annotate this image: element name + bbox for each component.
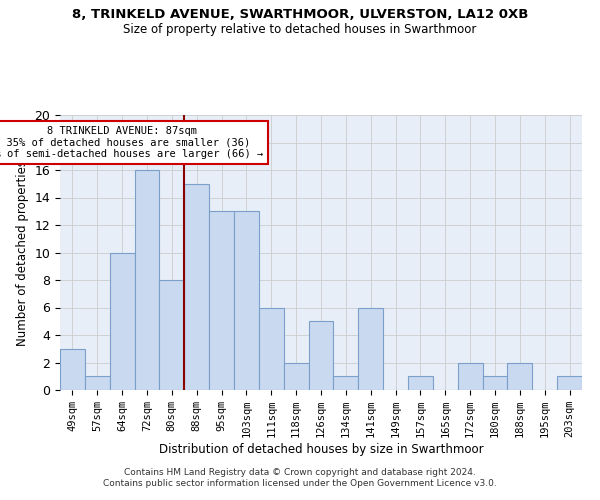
Text: Distribution of detached houses by size in Swarthmoor: Distribution of detached houses by size … bbox=[158, 442, 484, 456]
Bar bbox=[85, 376, 110, 390]
Text: Size of property relative to detached houses in Swarthmoor: Size of property relative to detached ho… bbox=[124, 22, 476, 36]
Y-axis label: Number of detached properties: Number of detached properties bbox=[16, 160, 29, 346]
Bar bbox=[308, 322, 334, 390]
Bar bbox=[358, 308, 383, 390]
Bar bbox=[334, 376, 358, 390]
Bar bbox=[234, 211, 259, 390]
Bar bbox=[482, 376, 508, 390]
Bar bbox=[134, 170, 160, 390]
Bar bbox=[184, 184, 209, 390]
Bar bbox=[408, 376, 433, 390]
Bar bbox=[557, 376, 582, 390]
Bar bbox=[458, 362, 482, 390]
Bar bbox=[110, 252, 134, 390]
Text: 8, TRINKELD AVENUE, SWARTHMOOR, ULVERSTON, LA12 0XB: 8, TRINKELD AVENUE, SWARTHMOOR, ULVERSTO… bbox=[72, 8, 528, 20]
Bar bbox=[284, 362, 308, 390]
Text: 8 TRINKELD AVENUE: 87sqm
← 35% of detached houses are smaller (36)
65% of semi-d: 8 TRINKELD AVENUE: 87sqm ← 35% of detach… bbox=[0, 126, 263, 159]
Bar bbox=[160, 280, 184, 390]
Text: Contains HM Land Registry data © Crown copyright and database right 2024.
Contai: Contains HM Land Registry data © Crown c… bbox=[103, 468, 497, 487]
Bar bbox=[259, 308, 284, 390]
Bar bbox=[508, 362, 532, 390]
Bar bbox=[60, 349, 85, 390]
Bar bbox=[209, 211, 234, 390]
